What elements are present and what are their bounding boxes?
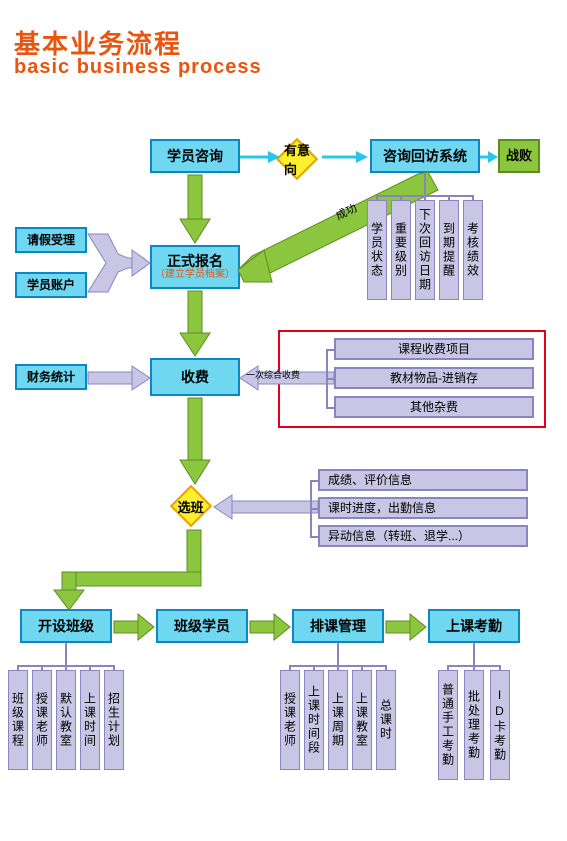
rake-schedule-item-1: 上课时间段 <box>304 670 324 770</box>
node-info1: 成绩、评价信息 <box>318 469 528 491</box>
arrow-consult-enroll <box>180 175 210 243</box>
fee-bracket-h1 <box>326 349 334 351</box>
rake-open-stem <box>65 643 67 665</box>
info-bracket-h1 <box>310 480 318 482</box>
fee-bracket-h2 <box>326 378 334 380</box>
node-account: 学员账户 <box>15 272 87 298</box>
rake-schedule-item-3: 上课教室 <box>352 670 372 770</box>
fee-bracket-h3 <box>326 407 334 409</box>
node-fee1-label: 课程收费项目 <box>398 342 470 356</box>
rake-open-item-2: 默认教室 <box>56 670 76 770</box>
node-fee2: 教材物品-进销存 <box>334 367 534 389</box>
arrow-charge-select <box>180 398 210 484</box>
arrow-select-down-elbow <box>50 530 210 610</box>
node-select-label: 选班 <box>178 497 204 516</box>
arrow-finance-charge <box>88 366 150 390</box>
arrow-callback-fail <box>480 150 498 164</box>
node-callback-label: 咨询回访系统 <box>383 148 467 165</box>
rake-open-item-4: 招生计划 <box>104 670 124 770</box>
node-attend-label: 上课考勤 <box>446 618 502 635</box>
node-fail-label: 战败 <box>506 148 532 164</box>
info-bracket-h2 <box>310 508 318 510</box>
rake-attend-item-2: ID卡考勤 <box>490 670 510 780</box>
info-bracket-h3 <box>310 536 318 538</box>
node-schedule-label: 排课管理 <box>310 618 366 635</box>
node-account-label: 学员账户 <box>27 278 75 292</box>
node-finance-label: 财务统计 <box>27 370 75 384</box>
node-callback: 咨询回访系统 <box>370 139 480 173</box>
arrow-merge-enroll <box>88 228 150 298</box>
rake-open-item-1: 授课老师 <box>32 670 52 770</box>
node-info2-label: 课时进度，出勤信息 <box>328 501 436 515</box>
node-info3: 异动信息（转班、退学...） <box>318 525 528 547</box>
rake-callback-item-0: 学员状态 <box>367 200 387 300</box>
node-charge-label: 收费 <box>181 369 209 386</box>
arrow-members-schedule <box>250 614 290 640</box>
rake-callback-stem <box>424 173 426 195</box>
node-fee3-label: 其他杂费 <box>410 400 458 414</box>
rake-callback-item-3: 到期提醒 <box>439 200 459 300</box>
node-leave: 请假受理 <box>15 227 87 253</box>
node-attend: 上课考勤 <box>428 609 520 643</box>
arrow-schedule-attend <box>386 614 426 640</box>
rake-open-item-0: 班级课程 <box>8 670 28 770</box>
arrow-fees-charge-label: 一次综合收费 <box>246 368 300 381</box>
rake-attend-stem <box>473 643 475 665</box>
arrow-open-members <box>114 614 154 640</box>
arrow-consult-intent <box>240 150 280 164</box>
node-members: 班级学员 <box>156 609 248 643</box>
rake-attend-item-0: 普通手工考勤 <box>438 670 458 780</box>
rake-schedule-item-4: 总课时 <box>376 670 396 770</box>
rake-callback-item-1: 重要级别 <box>391 200 411 300</box>
node-info2: 课时进度，出勤信息 <box>318 497 528 519</box>
node-select: 选班 <box>170 485 212 527</box>
rake-schedule-stem <box>337 643 339 665</box>
node-enroll: 正式报名 （建立学员档案） <box>150 245 240 289</box>
node-members-label: 班级学员 <box>174 618 230 635</box>
node-fee3: 其他杂费 <box>334 396 534 418</box>
node-enroll-label: 正式报名 <box>167 253 223 270</box>
rake-open-item-3: 上课时间 <box>80 670 100 770</box>
node-leave-label: 请假受理 <box>27 233 75 247</box>
node-fee2-label: 教材物品-进销存 <box>390 371 478 385</box>
rake-callback-item-4: 考核绩效 <box>463 200 483 300</box>
node-charge: 收费 <box>150 358 240 396</box>
rake-schedule-item-0: 授课老师 <box>280 670 300 770</box>
node-schedule: 排课管理 <box>292 609 384 643</box>
arrow-enroll-charge <box>180 291 210 356</box>
node-open-label: 开设班级 <box>38 618 94 635</box>
rake-schedule-item-2: 上课周期 <box>328 670 348 770</box>
node-consult-label: 学员咨询 <box>167 148 223 165</box>
arrow-intent-callback <box>322 150 368 164</box>
node-info3-label: 异动信息（转班、退学...） <box>328 529 470 543</box>
node-fail: 战败 <box>498 139 540 173</box>
node-fee1: 课程收费项目 <box>334 338 534 360</box>
page-title-en: basic business process <box>14 56 262 79</box>
node-enroll-sub: （建立学员档案） <box>155 269 235 281</box>
arrow-infos-select <box>214 495 318 519</box>
node-info1-label: 成绩、评价信息 <box>328 473 412 487</box>
rake-attend-item-1: 批处理考勤 <box>464 670 484 780</box>
node-finance: 财务统计 <box>15 364 87 390</box>
node-open: 开设班级 <box>20 609 112 643</box>
rake-callback-item-2: 下次回访日期 <box>415 200 435 300</box>
node-consult: 学员咨询 <box>150 139 240 173</box>
